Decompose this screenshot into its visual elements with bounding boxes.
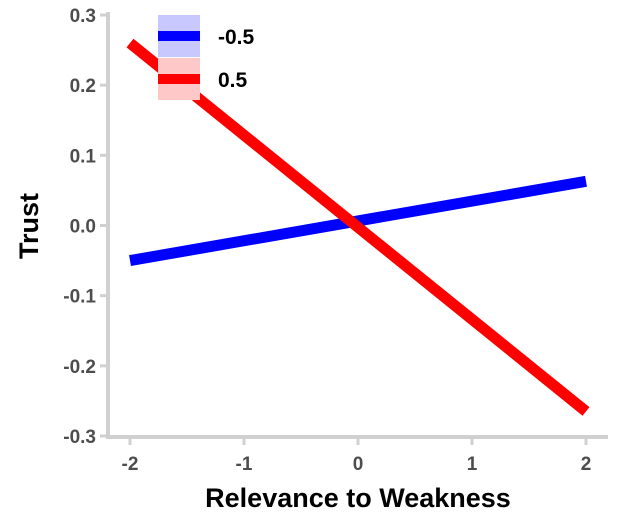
x-tick-label: -1 — [236, 454, 253, 475]
legend-label-1: -0.5 — [218, 26, 255, 49]
x-tick-label: 0 — [353, 454, 364, 475]
legend: -0.5 0.5 — [158, 15, 255, 100]
y-tick-label: -0.2 — [63, 357, 96, 378]
y-tick-label: -0.1 — [63, 287, 96, 308]
x-axis-title: Relevance to Weakness — [205, 483, 511, 513]
x-ticks: -2 -1 0 1 2 — [122, 437, 592, 475]
x-tick-label: 2 — [581, 454, 592, 475]
series-layer — [126, 38, 590, 416]
legend-label-2: 0.5 — [218, 69, 248, 92]
y-ticks: 0.3 0.2 0.1 0.0 -0.1 -0.2 -0.3 — [63, 6, 108, 448]
y-tick-label: 0.3 — [70, 6, 96, 27]
x-tick-label: 1 — [467, 454, 478, 475]
x-tick-label: -2 — [122, 454, 139, 475]
y-axis-title: Trust — [14, 193, 44, 259]
y-tick-label: 0.0 — [70, 217, 96, 238]
y-tick-label: 0.2 — [70, 76, 96, 97]
y-tick-label: -0.3 — [63, 427, 96, 448]
series-line-2 — [126, 38, 590, 416]
y-tick-label: 0.1 — [70, 146, 97, 167]
